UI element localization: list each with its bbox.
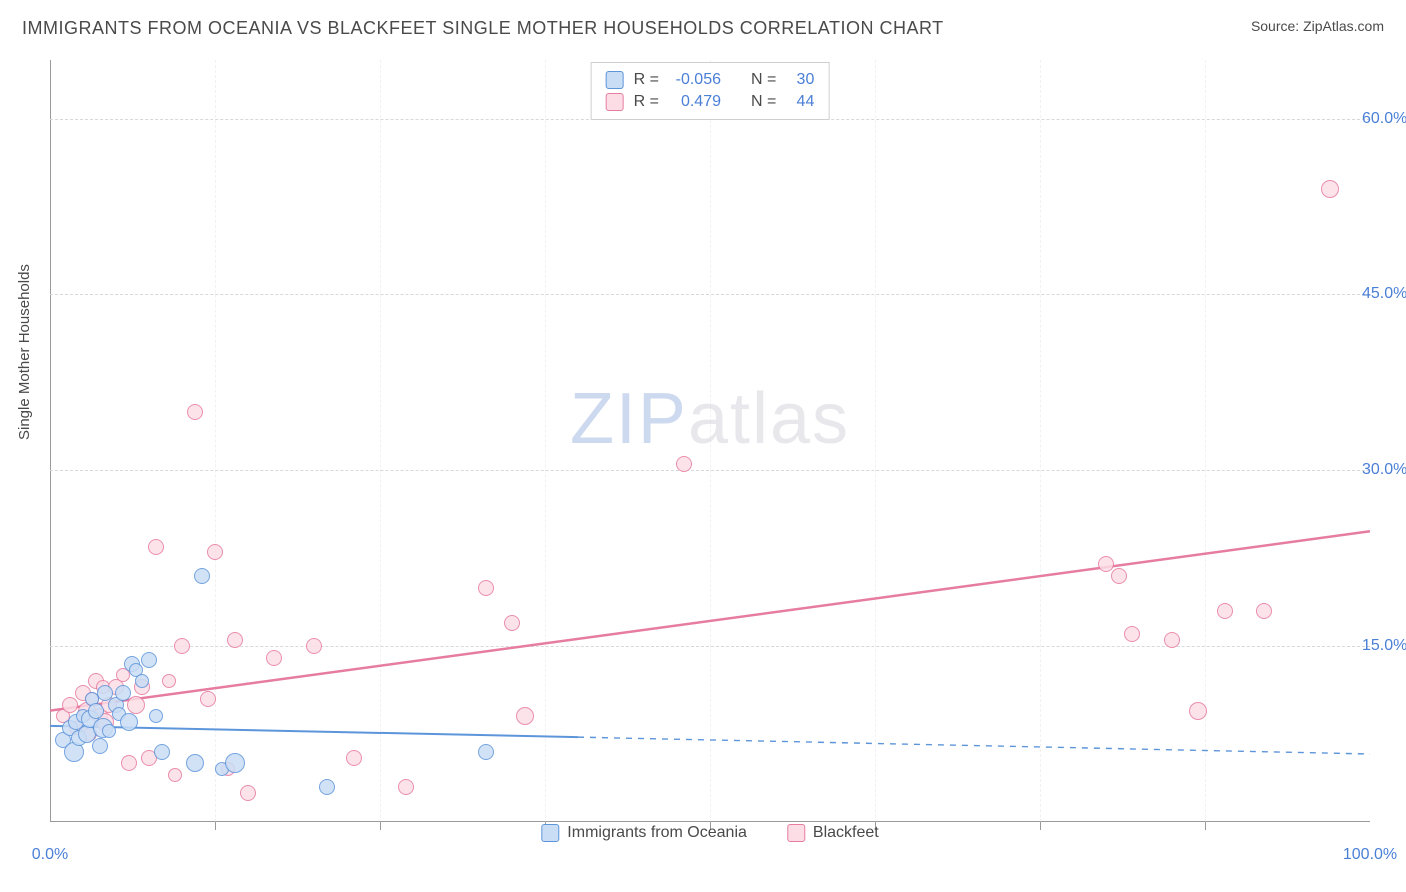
data-point: [120, 713, 138, 731]
swatch-blackfeet: [787, 824, 805, 842]
data-point: [1217, 603, 1233, 619]
swatch-oceania: [606, 71, 624, 89]
data-point: [227, 632, 243, 648]
y-tick-label: 15.0%: [1362, 637, 1406, 655]
r-value: -0.056: [669, 69, 721, 91]
gridline: [380, 60, 381, 822]
y-tick-label: 30.0%: [1362, 461, 1406, 479]
data-point: [187, 404, 203, 420]
data-point: [478, 744, 494, 760]
source-label: Source:: [1251, 18, 1303, 34]
data-point: [200, 691, 216, 707]
data-point: [168, 768, 182, 782]
y-tick-label: 45.0%: [1362, 285, 1406, 303]
data-point: [1111, 568, 1127, 584]
legend-item-oceania: Immigrants from Oceania: [541, 824, 747, 842]
data-point: [62, 697, 78, 713]
data-point: [516, 707, 534, 725]
data-point: [186, 754, 204, 772]
data-point: [115, 685, 131, 701]
data-point: [88, 703, 104, 719]
series-legend: Immigrants from Oceania Blackfeet: [541, 824, 878, 842]
x-tick: [215, 822, 216, 830]
chart-title: IMMIGRANTS FROM OCEANIA VS BLACKFEET SIN…: [22, 18, 944, 39]
data-point: [1124, 626, 1140, 642]
correlation-legend: R = -0.056 N = 30 R = 0.479 N = 44: [591, 62, 830, 120]
data-point: [478, 580, 494, 596]
x-tick-label: 0.0%: [32, 846, 68, 864]
x-tick: [380, 822, 381, 830]
data-point: [504, 615, 520, 631]
legend-item-blackfeet: Blackfeet: [787, 824, 879, 842]
data-point: [306, 638, 322, 654]
data-point: [162, 674, 176, 688]
x-tick-label: 100.0%: [1343, 846, 1397, 864]
gridline: [710, 60, 711, 822]
data-point: [135, 674, 149, 688]
data-point: [240, 785, 256, 801]
scatter-chart: ZIPatlas 15.0%30.0%45.0%60.0%0.0%100.0% …: [50, 60, 1370, 840]
x-tick: [1205, 822, 1206, 830]
data-point: [174, 638, 190, 654]
data-point: [346, 750, 362, 766]
swatch-oceania: [541, 824, 559, 842]
data-point: [1098, 556, 1114, 572]
data-point: [1256, 603, 1272, 619]
data-point: [398, 779, 414, 795]
source-attribution: Source: ZipAtlas.com: [1251, 18, 1384, 34]
n-value: 30: [786, 69, 814, 91]
x-tick: [1040, 822, 1041, 830]
data-point: [266, 650, 282, 666]
legend-row-oceania: R = -0.056 N = 30: [606, 69, 815, 91]
data-point: [121, 755, 137, 771]
series-name: Blackfeet: [813, 824, 879, 842]
r-label: R =: [634, 69, 659, 91]
swatch-blackfeet: [606, 93, 624, 111]
data-point: [154, 744, 170, 760]
data-point: [676, 456, 692, 472]
data-point: [1189, 702, 1207, 720]
data-point: [225, 753, 245, 773]
y-tick-label: 60.0%: [1362, 110, 1406, 128]
r-value: 0.479: [669, 91, 721, 113]
y-axis-label: Single Mother Households: [16, 264, 33, 440]
gridline: [215, 60, 216, 822]
n-label: N =: [751, 91, 776, 113]
n-label: N =: [751, 69, 776, 91]
r-label: R =: [634, 91, 659, 113]
data-point: [149, 709, 163, 723]
gridline: [875, 60, 876, 822]
data-point: [194, 568, 210, 584]
data-point: [102, 724, 116, 738]
data-point: [1164, 632, 1180, 648]
n-value: 44: [786, 91, 814, 113]
trendline-dashed: [578, 737, 1370, 754]
data-point: [319, 779, 335, 795]
data-point: [127, 696, 145, 714]
y-axis-line: [50, 60, 51, 822]
gridline: [1040, 60, 1041, 822]
data-point: [207, 544, 223, 560]
data-point: [1321, 180, 1339, 198]
data-point: [92, 738, 108, 754]
legend-row-blackfeet: R = 0.479 N = 44: [606, 91, 815, 113]
plot-area: 15.0%30.0%45.0%60.0%0.0%100.0%: [50, 60, 1370, 840]
source-link[interactable]: ZipAtlas.com: [1303, 18, 1384, 34]
series-name: Immigrants from Oceania: [567, 824, 747, 842]
data-point: [148, 539, 164, 555]
gridline: [545, 60, 546, 822]
data-point: [141, 652, 157, 668]
